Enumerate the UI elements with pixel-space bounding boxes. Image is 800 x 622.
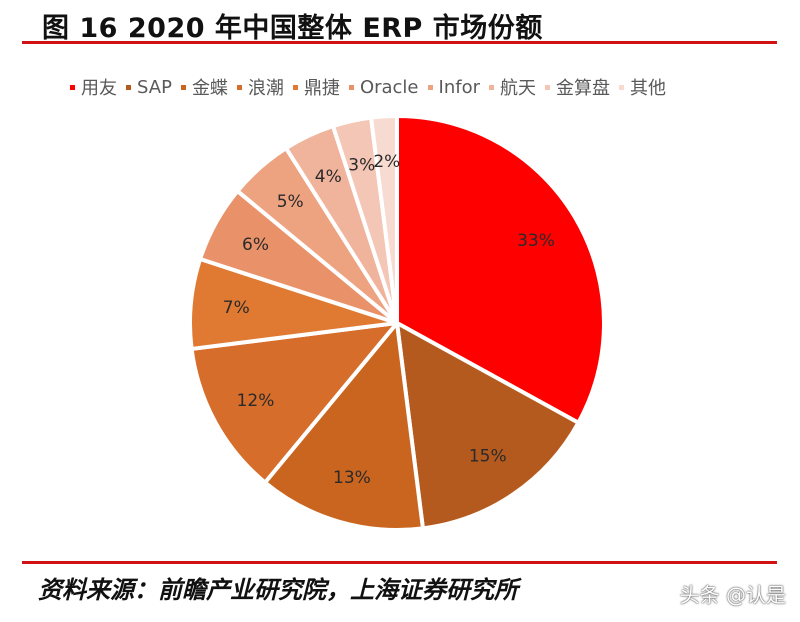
legend-swatch <box>180 84 186 90</box>
legend-item: 金蝶 <box>180 74 228 100</box>
legend-swatch <box>70 84 75 90</box>
legend-label: 金算盘 <box>555 78 610 99</box>
legend-label: 用友 <box>81 78 117 99</box>
data-label: 6% <box>242 235 269 255</box>
data-label: 12% <box>237 391 275 411</box>
legend-item: 浪潮 <box>236 74 284 100</box>
footer-divider <box>22 561 777 564</box>
legend-item: 用友 <box>70 74 117 100</box>
data-label: 13% <box>333 468 371 488</box>
data-label: 7% <box>223 298 250 318</box>
title-divider <box>22 41 777 44</box>
legend-label: 金蝶 <box>191 78 228 99</box>
pie-slice <box>263 321 425 532</box>
pie-slice <box>369 113 399 325</box>
data-label: 33% <box>517 231 555 251</box>
legend-item: Infor <box>427 76 480 98</box>
pie-labels: 33% 15% 13% 12% 7% 6% 5% 4% 3%2% <box>223 152 555 488</box>
data-label: 3% <box>348 155 375 175</box>
legend-swatch <box>488 84 494 90</box>
legend-item: 金算盘 <box>544 74 610 100</box>
legend-item: Oracle <box>348 76 419 98</box>
legend-item: 航天 <box>488 74 536 100</box>
legend-label: Infor <box>438 76 480 98</box>
legend-label: 鼎捷 <box>303 78 340 99</box>
pie-slice <box>395 114 606 425</box>
pie-slice <box>189 321 399 485</box>
legend-item: 鼎捷 <box>292 74 340 100</box>
data-label: 5% <box>277 192 304 212</box>
pie-slice <box>395 321 581 531</box>
watermark: 头条 @认是 <box>679 583 786 607</box>
legend-swatch <box>544 84 550 90</box>
legend-swatch <box>292 84 298 90</box>
data-label: 4% <box>315 167 342 187</box>
data-label: 15% <box>469 447 507 467</box>
legend-label: 其他 <box>629 78 666 99</box>
legend-label: SAP <box>137 76 172 98</box>
legend-swatch <box>236 84 242 90</box>
legend-item: 其他 <box>618 74 666 100</box>
source-note: 资料来源：前瞻产业研究院，上海证券研究所 <box>38 575 518 604</box>
pie-slices <box>188 113 606 532</box>
legend-label: Oracle <box>359 76 419 98</box>
legend-swatch <box>126 84 131 90</box>
legend-swatch <box>618 84 624 90</box>
legend-label: 航天 <box>499 78 536 99</box>
legend-swatch <box>427 84 433 90</box>
legend-item: SAP <box>126 77 172 98</box>
chart-title: 图 16 2020 年中国整体 ERP 市场份额 <box>42 13 543 44</box>
legend-label: 浪潮 <box>247 78 284 99</box>
legend-swatch <box>348 84 354 90</box>
chart-legend: 用友 SAP 金蝶 浪潮 鼎捷 Oracle Infor 航天 金算盘 其他 <box>70 74 675 100</box>
data-label: 2% <box>373 152 400 172</box>
